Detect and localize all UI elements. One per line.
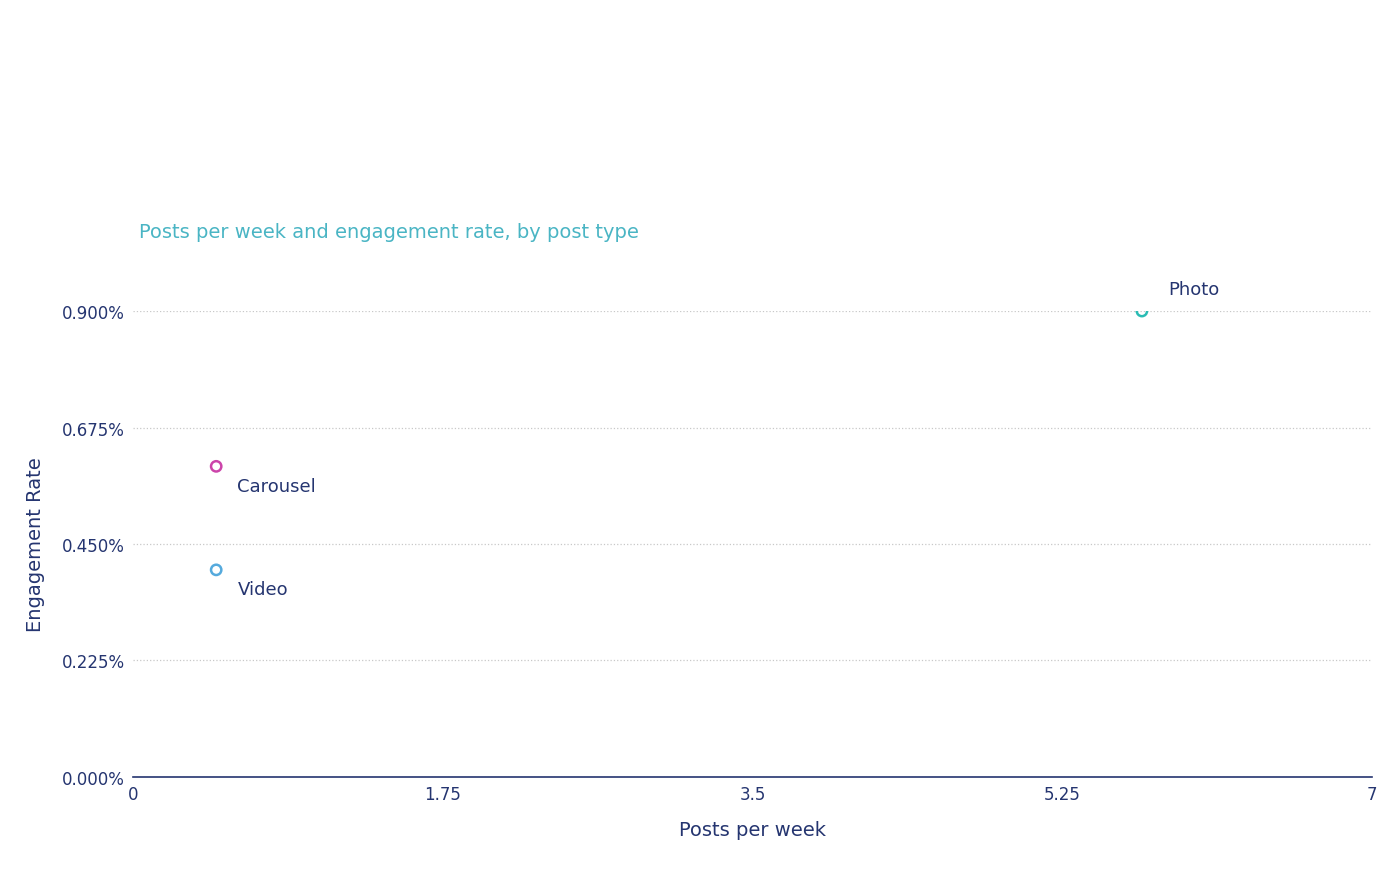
Y-axis label: Engagement Rate: Engagement Rate <box>25 457 45 631</box>
Text: Posts per week and engagement rate, by post type: Posts per week and engagement rate, by p… <box>139 222 638 241</box>
Text: Photo: Photo <box>1169 281 1219 299</box>
Text: HOME DECOR:: HOME DECOR: <box>91 38 452 86</box>
Text: INSTAGRAM ENGAGEMENT: INSTAGRAM ENGAGEMENT <box>91 99 753 148</box>
Text: Video: Video <box>238 580 288 599</box>
X-axis label: Posts per week: Posts per week <box>679 820 826 839</box>
Point <box>204 460 227 474</box>
Point <box>204 563 227 577</box>
Point <box>1131 305 1154 319</box>
Text: Carousel: Carousel <box>238 478 316 495</box>
